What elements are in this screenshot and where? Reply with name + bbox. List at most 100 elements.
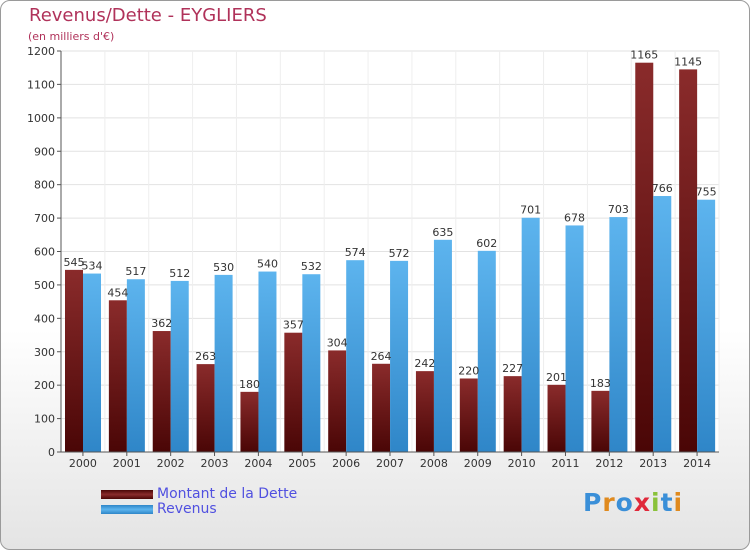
y-tick-label: 800 [34, 179, 55, 192]
data-label-revenue-2005: 532 [301, 260, 322, 273]
data-label-revenue-2003: 530 [213, 261, 234, 274]
bar-revenue-2001 [126, 279, 145, 452]
bar-debt-2011 [547, 384, 566, 452]
data-label-debt-2003: 263 [195, 350, 216, 363]
bar-debt-2007 [372, 363, 391, 452]
bar-revenue-2005 [302, 274, 321, 452]
y-tick-label: 200 [34, 379, 55, 392]
x-tick-label: 2014 [683, 457, 711, 470]
x-tick-label: 2009 [464, 457, 492, 470]
bar-debt-2014 [679, 69, 698, 453]
bar-debt-2003 [196, 364, 215, 452]
legend-swatch-debt [101, 490, 153, 499]
data-label-revenue-2013: 766 [652, 182, 673, 195]
legend: Montant de la Dette Revenus [101, 486, 401, 517]
logo-letter: o [615, 488, 634, 517]
logo-letter: t [660, 488, 674, 517]
data-label-debt-2004: 180 [239, 378, 260, 391]
x-tick-label: 2001 [113, 457, 141, 470]
bar-debt-2006 [328, 350, 347, 452]
bar-revenue-2006 [346, 260, 365, 452]
data-label-revenue-2011: 678 [564, 211, 585, 224]
x-tick-label: 2013 [639, 457, 667, 470]
data-label-revenue-2010: 701 [520, 204, 541, 217]
y-tick-label: 1000 [27, 112, 55, 125]
data-label-debt-2010: 227 [502, 362, 523, 375]
y-tick-label: 900 [34, 145, 55, 158]
logo-letter: i [673, 488, 684, 517]
bar-debt-2005 [284, 332, 303, 452]
data-label-revenue-2008: 635 [432, 226, 453, 239]
data-label-debt-2008: 242 [414, 357, 435, 370]
data-label-debt-2005: 357 [283, 319, 304, 332]
bars-layer [65, 62, 716, 453]
logo-letter: P [583, 488, 603, 517]
data-label-revenue-2014: 755 [696, 186, 717, 199]
legend-label-revenue: Revenus [157, 501, 217, 517]
x-tick-label: 2003 [201, 457, 229, 470]
y-tick-label: 0 [48, 446, 55, 459]
data-label-revenue-2012: 703 [608, 203, 629, 216]
data-label-revenue-2001: 517 [125, 265, 146, 278]
bar-revenue-2007 [390, 260, 409, 452]
x-tick-label: 2000 [69, 457, 97, 470]
bar-revenue-2004 [258, 271, 277, 452]
bar-debt-2000 [65, 269, 83, 452]
bar-revenue-2012 [609, 217, 628, 452]
x-tick-label: 2008 [420, 457, 448, 470]
x-tick-label: 2012 [595, 457, 623, 470]
data-label-debt-2013: 1165 [630, 49, 658, 62]
proxiti-logo: Proxiti [583, 488, 683, 517]
data-label-debt-2006: 304 [327, 336, 348, 349]
logo-letter: i [651, 488, 661, 517]
bar-revenue-2002 [170, 280, 189, 452]
bar-revenue-2010 [521, 217, 540, 452]
bar-debt-2010 [503, 376, 522, 452]
bar-revenue-2000 [83, 273, 101, 452]
data-label-revenue-2002: 512 [169, 267, 190, 280]
data-label-revenue-2006: 574 [345, 246, 366, 259]
data-label-debt-2011: 201 [546, 371, 567, 384]
bar-debt-2001 [108, 300, 127, 452]
legend-item-revenue: Revenus [101, 501, 401, 517]
data-label-revenue-2000: 534 [82, 260, 103, 273]
bar-debt-2002 [152, 331, 171, 452]
y-tick-label: 100 [34, 413, 55, 426]
bar-revenue-2011 [565, 225, 584, 452]
logo-letter: r [602, 488, 616, 517]
data-label-debt-2001: 454 [107, 286, 128, 299]
x-tick-label: 2011 [551, 457, 579, 470]
x-tick-label: 2007 [376, 457, 404, 470]
bar-revenue-2009 [477, 250, 496, 452]
data-label-debt-2000: 545 [64, 256, 85, 269]
bar-revenue-2003 [214, 274, 233, 452]
x-tick-label: 2010 [508, 457, 536, 470]
axis-layer: 0 100 200 300 400 500 600 700 800 900 1000 1100 1200… [27, 45, 719, 470]
legend-label-debt: Montant de la Dette [157, 486, 298, 502]
data-label-debt-2007: 264 [371, 350, 392, 363]
bar-revenue-2013 [653, 196, 672, 452]
logo-letter: x [633, 488, 651, 517]
bar-debt-2008 [415, 371, 434, 452]
bar-debt-2009 [459, 378, 478, 452]
chart-title: Revenus/Dette - EYGLIERS [29, 5, 267, 26]
legend-swatch-revenue [101, 505, 153, 514]
x-tick-label: 2005 [288, 457, 316, 470]
bar-debt-2012 [591, 390, 610, 452]
bar-revenue-2014 [697, 199, 716, 452]
data-label-revenue-2009: 602 [476, 237, 497, 250]
chart-subtitle: (en milliers d'€) [28, 30, 115, 43]
data-label-revenue-2004: 540 [257, 258, 278, 271]
data-label-debt-2014: 1145 [674, 55, 702, 68]
x-tick-label: 2002 [157, 457, 185, 470]
y-tick-label: 500 [34, 279, 55, 292]
x-tick-label: 2006 [332, 457, 360, 470]
bar-debt-2013 [635, 62, 654, 453]
data-label-debt-2002: 362 [151, 317, 172, 330]
y-tick-label: 300 [34, 346, 55, 359]
x-tick-label: 2004 [244, 457, 272, 470]
data-label-debt-2012: 183 [590, 377, 611, 390]
data-label-revenue-2007: 572 [389, 247, 410, 260]
